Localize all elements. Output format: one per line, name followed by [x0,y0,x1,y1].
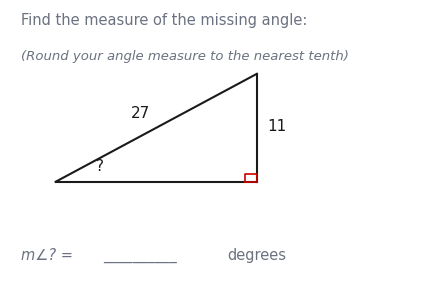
Text: 27: 27 [131,106,150,121]
Text: 11: 11 [268,119,287,134]
Text: Find the measure of the missing angle:: Find the measure of the missing angle: [21,13,308,28]
Text: ?: ? [96,159,104,174]
Text: degrees: degrees [227,248,286,263]
Text: m∠? =: m∠? = [21,248,73,263]
Text: __________: __________ [103,248,176,263]
Text: (Round your angle measure to the nearest tenth): (Round your angle measure to the nearest… [21,50,349,63]
